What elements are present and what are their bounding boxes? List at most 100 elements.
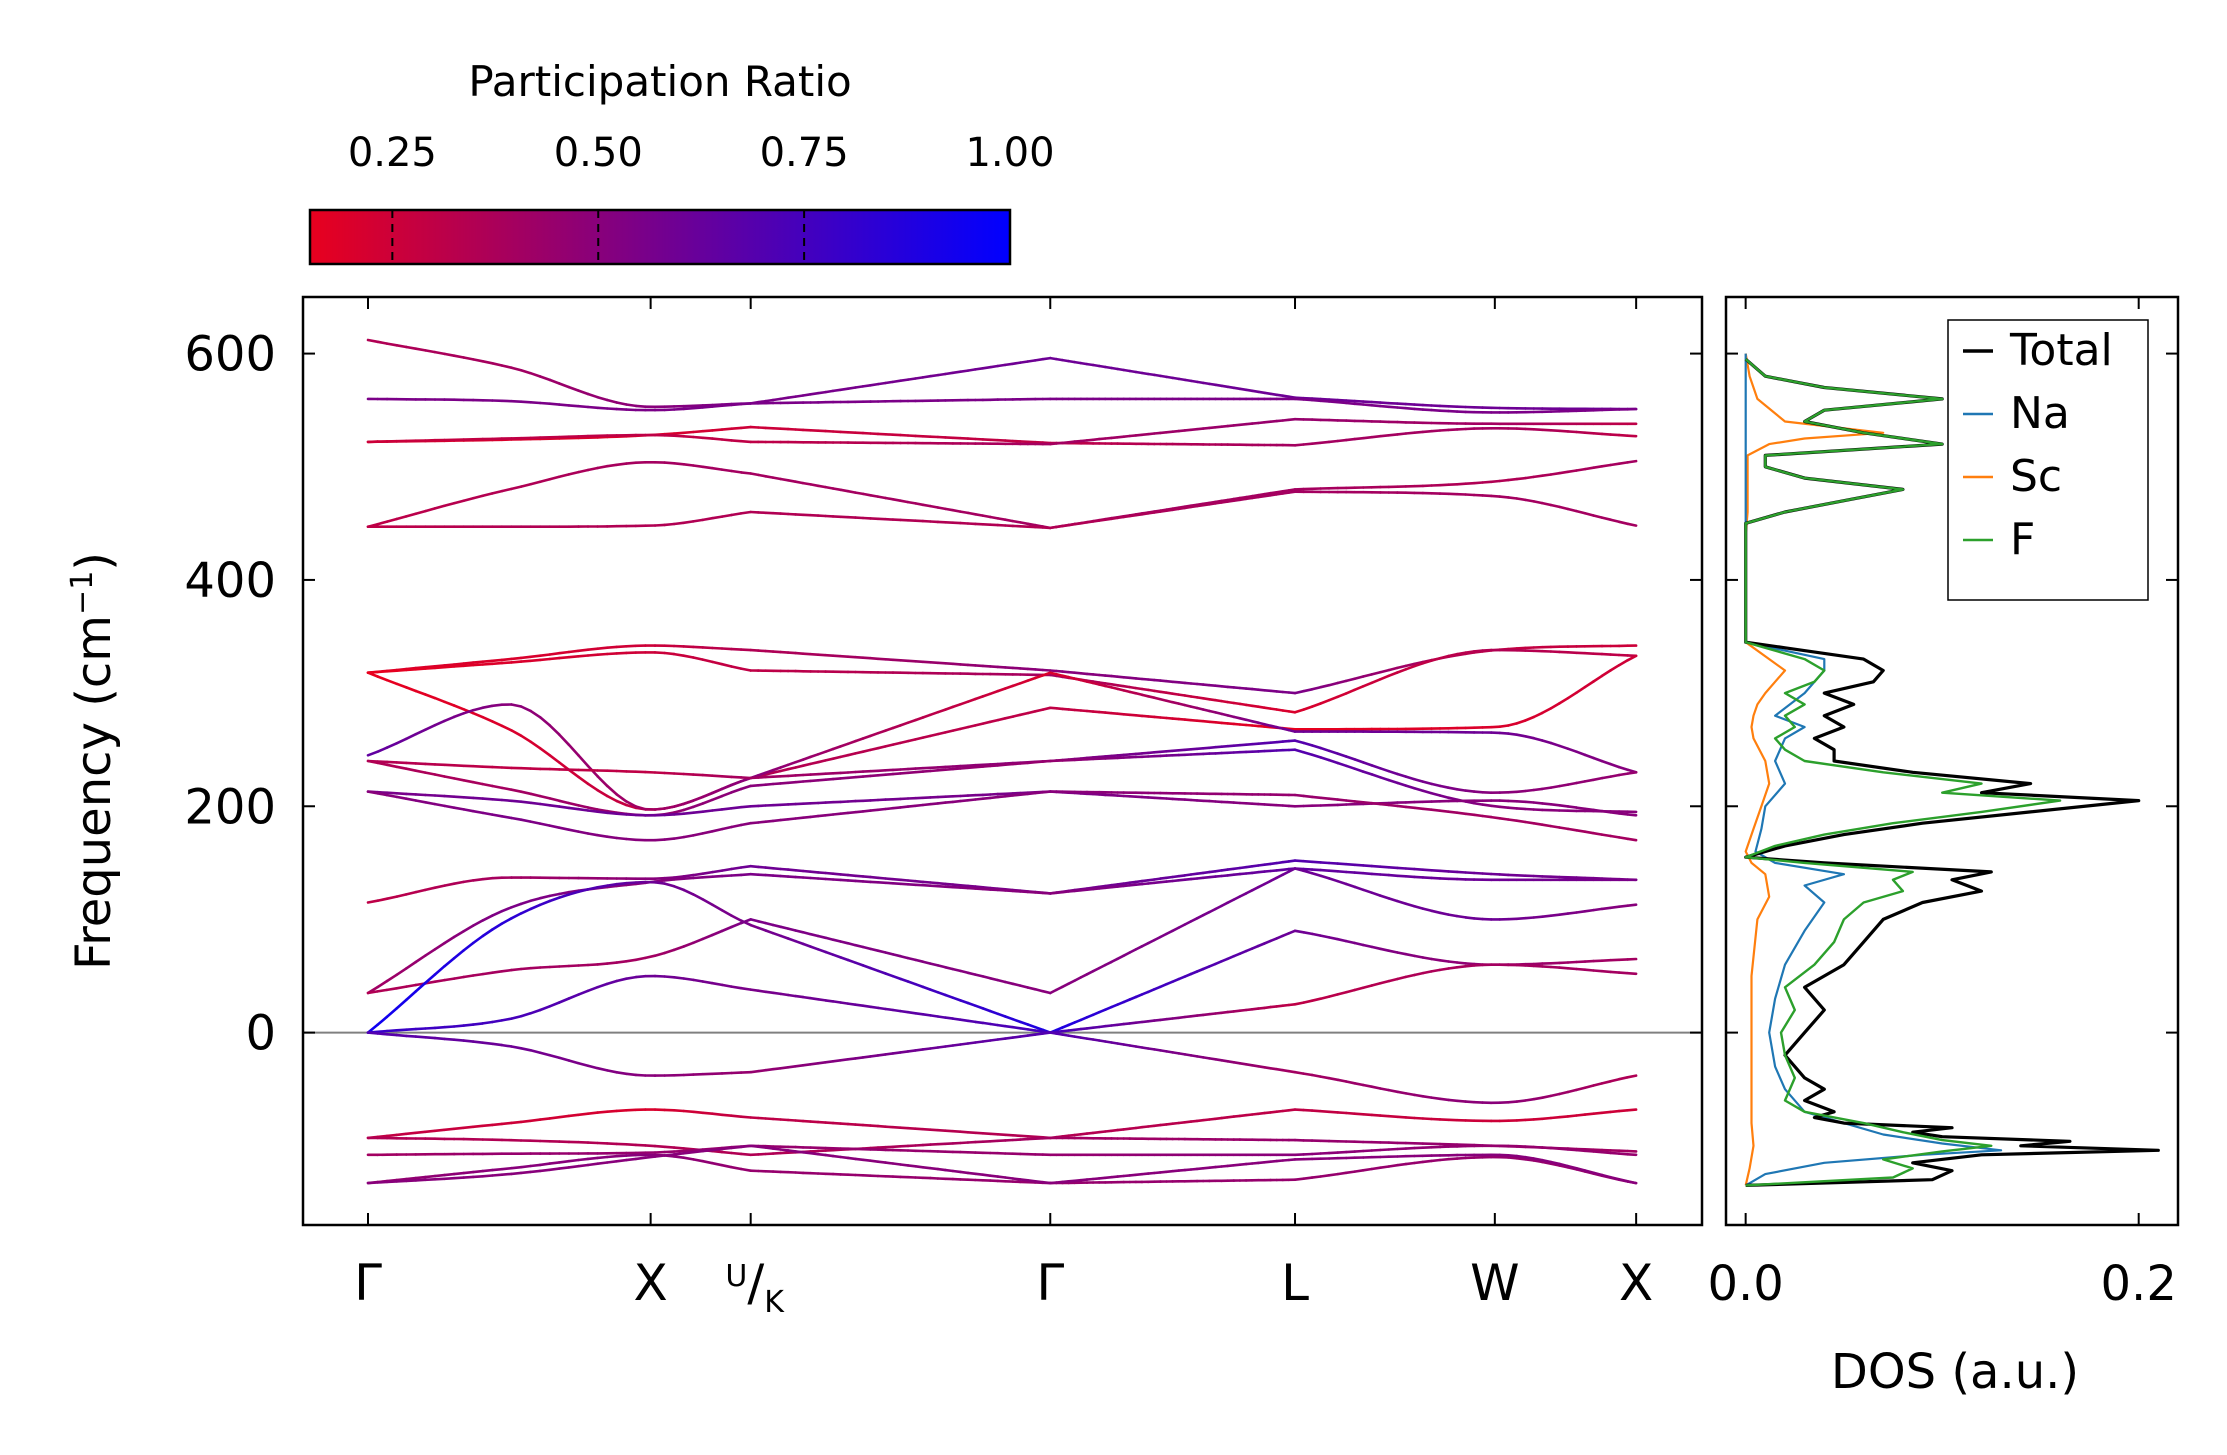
band-segment [424,771,437,776]
band-segment [653,1144,666,1149]
band-segment [739,1152,753,1157]
band-segment [596,1161,609,1165]
band-segment [1336,398,1348,402]
band-segment [433,941,446,951]
band-segment [1575,430,1587,435]
band-segment [1626,770,1638,775]
band-segment [1404,805,1416,810]
band-segment [1353,684,1365,692]
y-axis-label: Frequency (cm−1) [65,552,122,970]
band-segment [730,665,743,670]
band-segment [891,974,902,981]
band-segment [653,838,666,842]
band-segment [471,358,485,363]
band-segment [462,1023,475,1027]
band-segment [1549,1092,1561,1098]
band-segment [491,1019,504,1024]
band-segment [1302,999,1314,1004]
band-segment [538,657,552,662]
band-segment [366,790,379,795]
band-segment [682,941,695,948]
band-segment [1498,724,1510,729]
band-segment [471,764,485,769]
band-4 [366,417,1638,446]
band-segment [624,882,638,887]
band-segment [1583,778,1595,783]
band-segment [682,834,695,839]
band-segment [1361,403,1374,407]
band-segment [1361,681,1374,688]
band-segment [500,487,513,493]
band-segment [1592,1150,1604,1154]
band-segment [1575,1167,1587,1172]
band-segment [1353,941,1365,947]
band-segment [739,804,753,809]
band-segment [500,968,513,973]
band-segment [1566,747,1578,754]
band-segment [557,733,571,747]
band-segment [366,990,379,995]
band-segment [510,485,523,491]
band-segment [586,405,599,410]
band-segment [414,1175,427,1180]
band-segment [624,1072,638,1077]
band-segment [481,914,494,922]
band-segment [1626,813,1638,817]
band-segment [404,890,418,896]
band-segment [481,782,494,788]
band-segment [1302,794,1314,799]
band-segment [1626,837,1638,842]
band-segment [1319,1109,1331,1114]
band-segment [452,795,466,799]
band-segment [701,1111,714,1115]
band-segment [653,876,666,881]
band-segment [701,516,714,522]
band-segment [1464,493,1476,497]
band-segment [433,1025,446,1030]
band-segment [959,999,970,1005]
band-segment [1379,894,1391,900]
band-segment [663,813,676,817]
band-segment [663,1150,676,1154]
band-segment [548,656,561,661]
band-segment [1592,1171,1604,1177]
band-segment [1558,1090,1570,1096]
band-segment [538,822,552,827]
band-segment [730,512,743,517]
band-segment [1413,1093,1425,1098]
band-segment [519,966,532,971]
band-segment [816,750,827,756]
band-segment [462,1175,475,1179]
band-segment [1498,805,1510,810]
band-segment [682,805,695,812]
band-segment [1609,762,1621,769]
band-segment [577,1061,590,1068]
band-segment [1413,867,1425,872]
band-segment [711,808,724,812]
band-segment [1592,969,1604,973]
band-segment [1387,1163,1399,1168]
band-segment [936,708,947,714]
band-segment [548,1115,561,1120]
band-segment [691,1158,705,1163]
band-segment [1626,1074,1638,1079]
band-segment [672,431,686,435]
band-segment [385,1007,399,1019]
band-segment [557,1159,571,1164]
band-segment [1566,469,1578,474]
band-segment [596,962,609,966]
band-segment [424,762,437,766]
band-segment [1600,1150,1612,1155]
band-segment [1506,818,1519,823]
band-segment [500,724,513,732]
band-segment [395,668,408,673]
band-segment [481,811,494,816]
band-segment [1353,758,1365,764]
band-segment [644,954,657,960]
band-segment [711,437,724,441]
band-segment [366,899,379,904]
y-axis-label-close: ) [66,552,122,571]
band-segment [1609,970,1621,974]
band-segment [1396,402,1408,406]
band-segment [711,787,724,795]
